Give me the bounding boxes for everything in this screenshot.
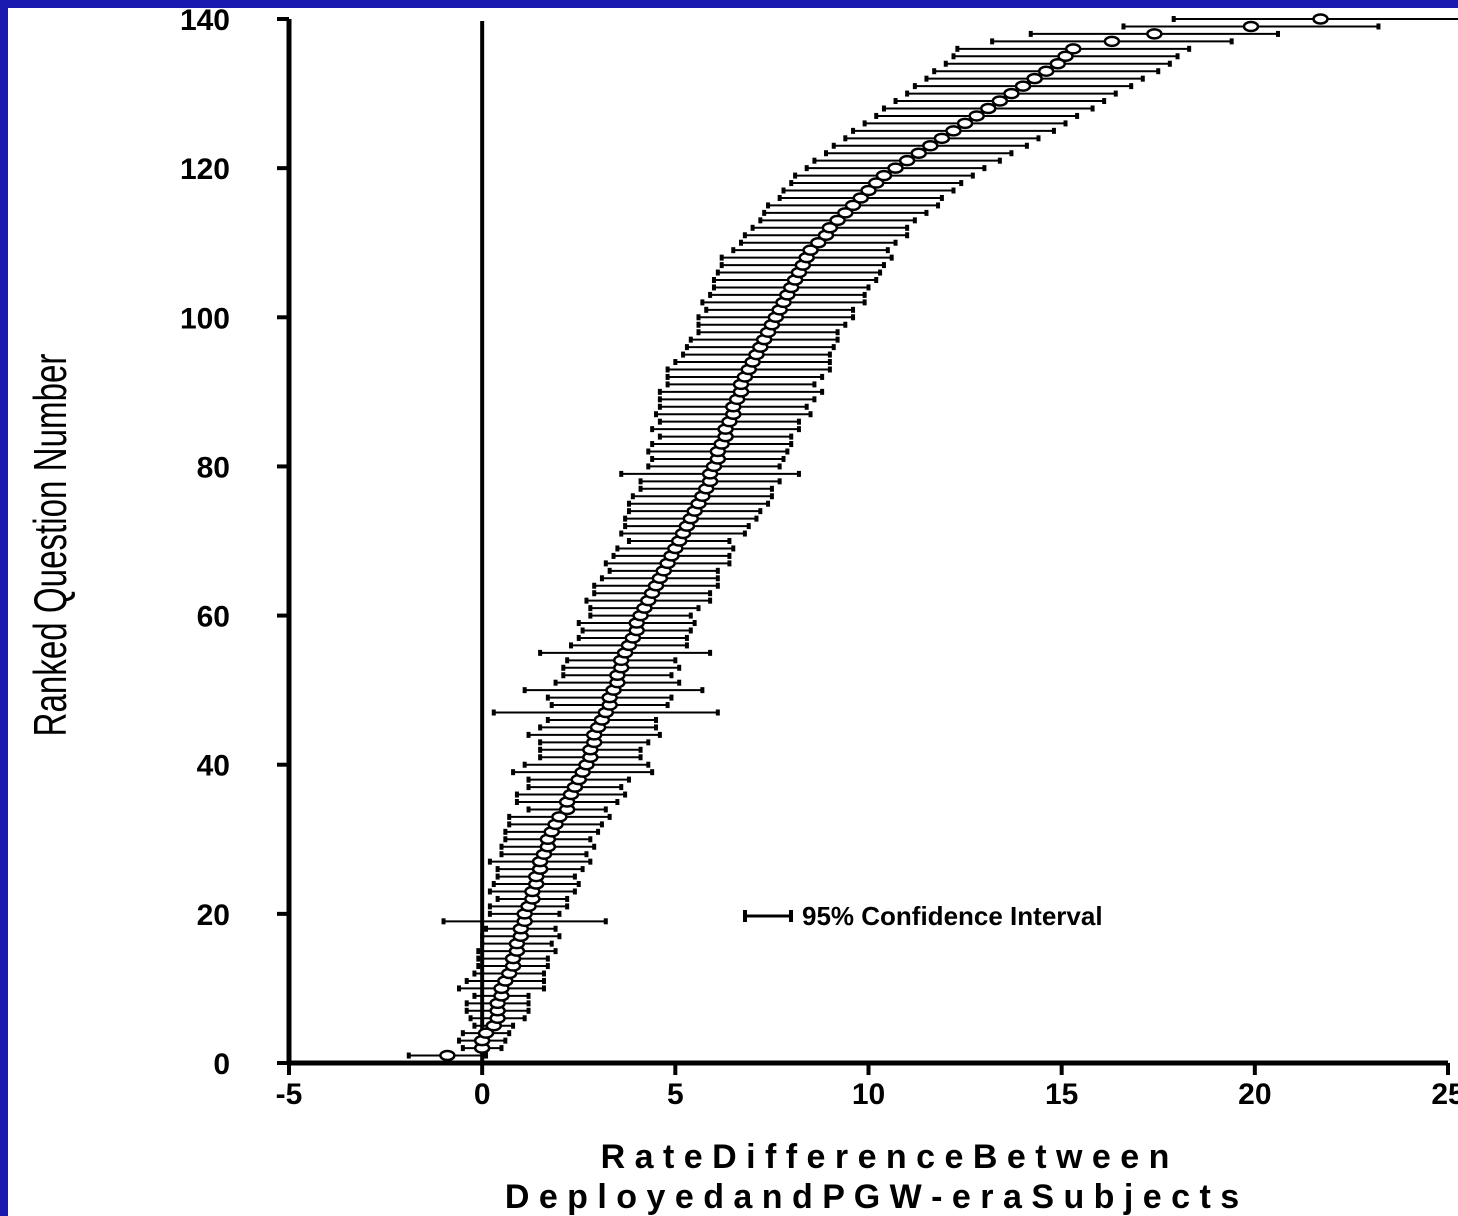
chart-panel: -5 0 5 10 15 20 25 0 20 40 60 80 100 120 140 95% Confi… xyxy=(8,8,1458,1216)
y-tick-label: 60 xyxy=(197,601,230,634)
point-estimate xyxy=(968,110,985,122)
x-tick-label: -5 xyxy=(276,1078,303,1111)
y-axis-label: Ranked Question Number xyxy=(26,354,76,737)
point-estimate xyxy=(1037,65,1055,77)
point-estimate xyxy=(1242,20,1260,33)
y-tick-label: 0 xyxy=(213,1048,230,1081)
point-estimate xyxy=(910,147,927,159)
point-estimate xyxy=(875,169,893,182)
point-estimate xyxy=(980,102,997,115)
point-estimate xyxy=(802,244,819,256)
point-estimate xyxy=(860,184,877,197)
point-estimate xyxy=(1049,57,1067,70)
point-estimate xyxy=(1003,87,1020,100)
point-estimate xyxy=(956,117,974,130)
point-estimate xyxy=(1065,43,1082,55)
point-estimate xyxy=(1014,80,1032,92)
y-tick-label: 140 xyxy=(180,8,230,37)
x-tick-label: 25 xyxy=(1431,1078,1458,1111)
point-estimate xyxy=(829,214,846,227)
legend-label: 95% Confidence Interval xyxy=(802,901,1103,931)
y-tick-label: 20 xyxy=(197,899,230,932)
point-estimate xyxy=(887,162,904,174)
point-estimate xyxy=(477,1027,495,1039)
point-estimate xyxy=(551,811,568,823)
x-tick-label: 15 xyxy=(1045,1078,1078,1111)
x-axis-label-line-1: R a t e D i f f e r e n c e B e t w e e … xyxy=(601,1138,1170,1176)
point-estimates xyxy=(439,13,1329,1062)
x-tick-label: 0 xyxy=(474,1078,491,1111)
point-estimate xyxy=(1312,13,1329,25)
ci-plot: -5 0 5 10 15 20 25 0 20 40 60 80 100 120 140 95% Confi… xyxy=(26,8,1458,1216)
point-estimate xyxy=(1103,35,1121,48)
point-estimate xyxy=(1026,72,1043,85)
x-axis-label-line-2: D e p l o y e d a n d P G W - e r a S u … xyxy=(505,1178,1239,1216)
point-estimate xyxy=(852,192,870,204)
point-estimate xyxy=(991,95,1009,107)
point-estimate xyxy=(933,132,951,145)
x-tick-label: 10 xyxy=(852,1078,885,1111)
point-estimate xyxy=(1146,28,1163,40)
axis-ticks: -5 0 5 10 15 20 25 0 20 40 60 80 100 120 140 xyxy=(180,8,1458,1111)
point-estimate xyxy=(821,222,839,234)
point-estimate xyxy=(1057,50,1074,63)
point-estimate xyxy=(898,154,916,167)
point-estimate xyxy=(867,177,885,189)
legend: 95% Confidence Interval xyxy=(743,901,1103,931)
point-estimate xyxy=(810,236,827,249)
x-tick-label: 5 xyxy=(667,1078,684,1111)
point-estimate xyxy=(945,125,962,137)
x-tick-label: 20 xyxy=(1238,1078,1271,1111)
point-estimate xyxy=(844,199,862,212)
point-estimate xyxy=(922,140,939,152)
y-tick-label: 80 xyxy=(197,451,230,484)
point-estimate xyxy=(439,1049,456,1062)
point-estimate xyxy=(837,207,854,219)
y-tick-label: 100 xyxy=(180,302,230,335)
y-tick-label: 40 xyxy=(197,750,230,783)
y-tick-label: 120 xyxy=(180,153,230,186)
